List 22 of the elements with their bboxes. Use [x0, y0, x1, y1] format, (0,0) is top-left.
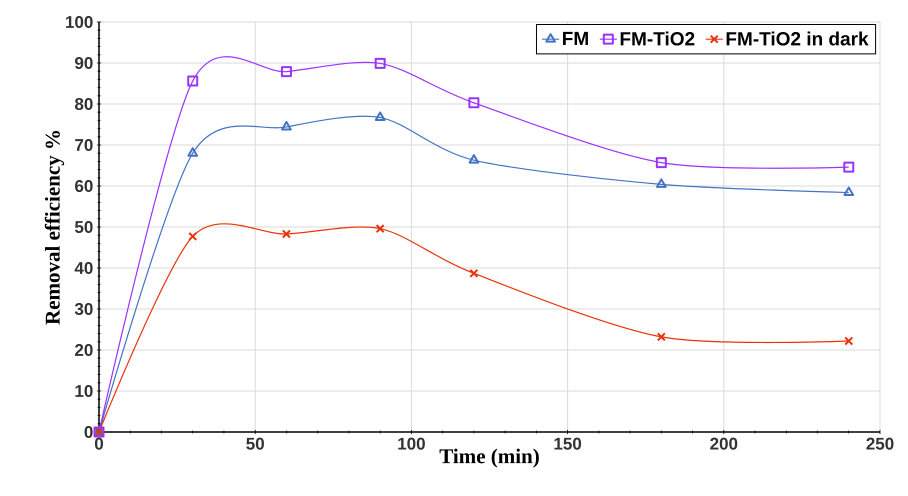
y-tick-label: 40 — [74, 262, 93, 274]
x-tick-label: 50 — [246, 438, 264, 450]
y-tick-label: 30 — [74, 302, 93, 316]
y-axis-title: Removal efficiency % — [44, 131, 64, 325]
y-tick-label: 20 — [75, 344, 93, 356]
x-axis-title: Time (min) — [440, 448, 539, 468]
x-tick-label: 150 — [554, 438, 582, 450]
legend-label: FM-TiO2 in dark — [726, 32, 869, 46]
legend-label: FM — [563, 32, 588, 45]
x-tick-label: 100 — [398, 438, 425, 450]
y-tick-label: 0 — [84, 426, 93, 438]
legend-label: FM-TiO2 — [620, 32, 694, 46]
y-tick-label: 60 — [75, 180, 93, 192]
y-tick-label: 100 — [66, 16, 93, 28]
y-tick-label: 80 — [74, 98, 93, 110]
x-tick-label: 200 — [710, 438, 738, 450]
y-tick-label: 70 — [75, 138, 93, 152]
x-tick-label: 250 — [866, 438, 894, 450]
y-tick-label: 90 — [75, 56, 93, 70]
y-tick-label: 10 — [75, 384, 93, 398]
y-tick-label: 50 — [74, 220, 93, 234]
x-tick-label: 0 — [94, 438, 104, 450]
